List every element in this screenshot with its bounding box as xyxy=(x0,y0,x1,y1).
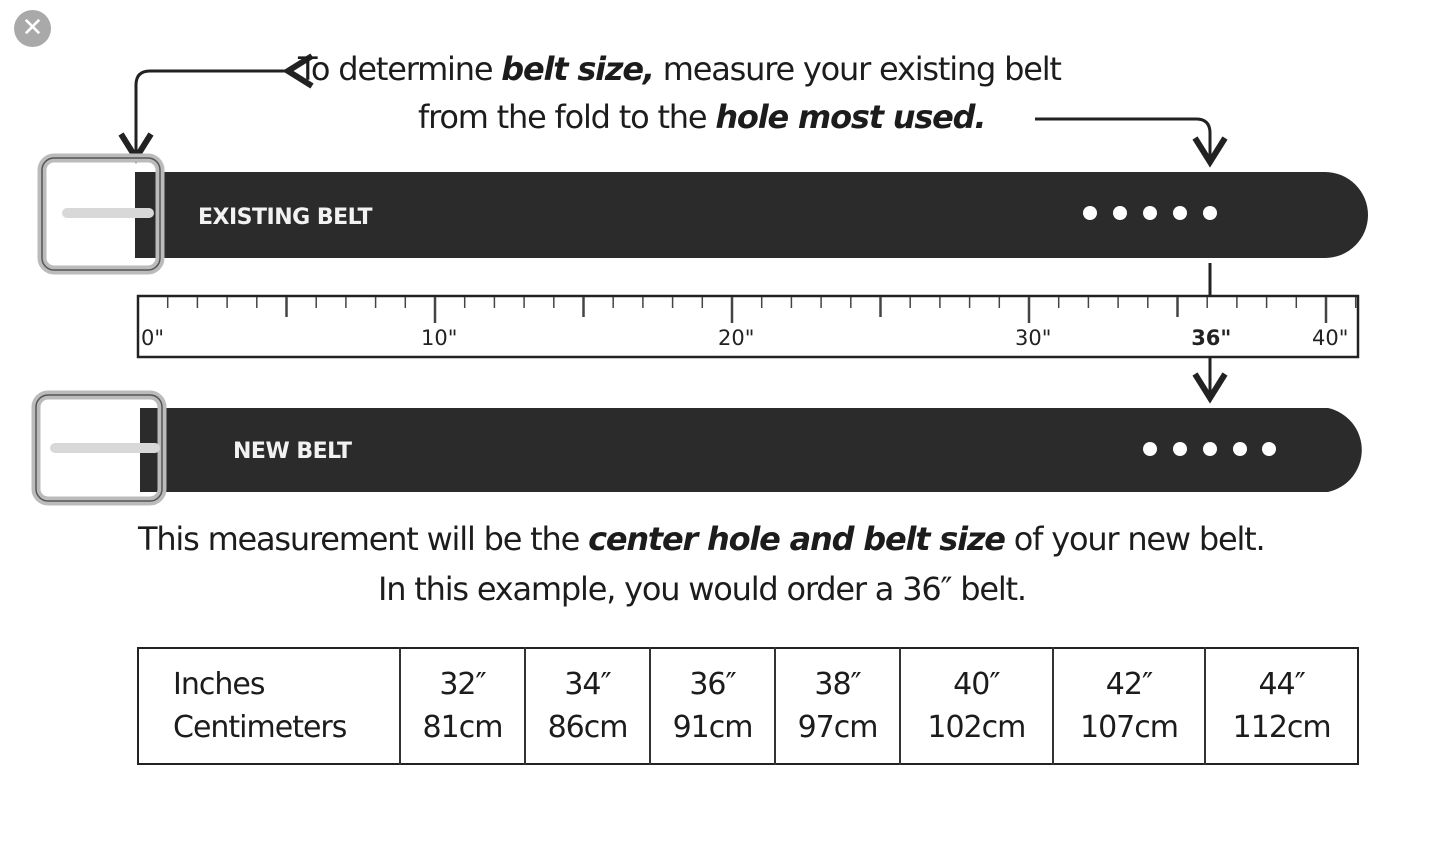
ruler-label: 0" xyxy=(141,326,164,350)
row-headers: Inches Centimeters xyxy=(138,648,400,764)
ruler: 0" 10" 20" 30" 36" 40" xyxy=(136,294,1360,359)
fold-arrow xyxy=(118,53,314,164)
ruler-label: 30" xyxy=(1015,326,1051,350)
hole-arrow xyxy=(1035,117,1228,168)
inches-header: Inches xyxy=(173,667,265,702)
result-text: This measurement will be the xyxy=(138,520,589,558)
table-row: Inches Centimeters 32″ 81cm 34″ 86cm 36″ 91c… xyxy=(138,648,1358,764)
existing-belt: EXISTING BELT xyxy=(37,153,1368,275)
intro-text: measure your existing belt xyxy=(653,50,1062,88)
ruler-label: 40" xyxy=(1312,326,1348,350)
size-cell: 34″ 86cm xyxy=(524,648,651,764)
intro-emphasis: hole most used. xyxy=(715,98,986,136)
intro-text: To determine xyxy=(298,50,502,88)
result-text: of your new belt. xyxy=(1004,520,1266,558)
new-belt-label: NEW BELT xyxy=(233,439,352,464)
close-button[interactable]: ✕ xyxy=(14,10,51,47)
intro-text: from the fold to the xyxy=(418,98,716,136)
close-icon: ✕ xyxy=(21,13,44,43)
size-table: Inches Centimeters 32″ 81cm 34″ 86cm 36″ 91c… xyxy=(137,647,1359,765)
intro-line-1: To determine belt size, measure your exi… xyxy=(298,50,1062,88)
ruler-label: 36" xyxy=(1191,326,1231,350)
size-cell: 40″ 102cm xyxy=(899,648,1053,764)
size-cell: 32″ 81cm xyxy=(398,648,526,764)
ruler-label: 10" xyxy=(421,326,457,350)
size-cell: 36″ 91cm xyxy=(649,648,776,764)
size-cell: 42″ 107cm xyxy=(1051,648,1206,764)
intro-emphasis: belt size, xyxy=(501,50,655,88)
result-line-2: In this example, you would order a 36″ b… xyxy=(378,570,1027,608)
existing-belt-label: EXISTING BELT xyxy=(198,205,373,230)
size-cell: 44″ 112cm xyxy=(1204,648,1358,764)
centimeters-header: Centimeters xyxy=(173,710,347,745)
ruler-label: 20" xyxy=(718,326,754,350)
size-cell: 38″ 97cm xyxy=(774,648,901,764)
belt-holes xyxy=(1083,206,1217,220)
new-belt: NEW BELT xyxy=(31,390,1362,506)
result-emphasis: center hole and belt size xyxy=(588,520,1006,558)
result-line-1: This measurement will be the center hole… xyxy=(138,520,1266,558)
belt-holes xyxy=(1143,442,1276,456)
intro-line-2: from the fold to the hole most used. xyxy=(418,98,987,136)
